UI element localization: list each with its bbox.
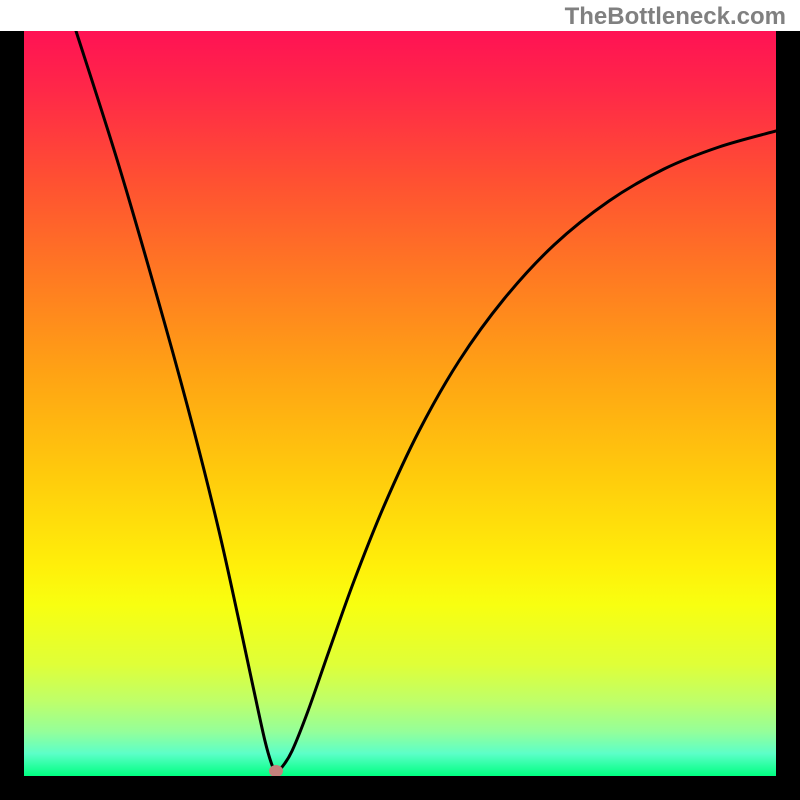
watermark-text: TheBottleneck.com: [565, 3, 786, 31]
border-bottom: [0, 776, 800, 800]
border-left: [0, 31, 24, 800]
plot-area: [24, 31, 776, 776]
curve-svg: [24, 31, 776, 776]
border-right: [776, 31, 800, 800]
chart-container: TheBottleneck.com: [0, 0, 800, 800]
